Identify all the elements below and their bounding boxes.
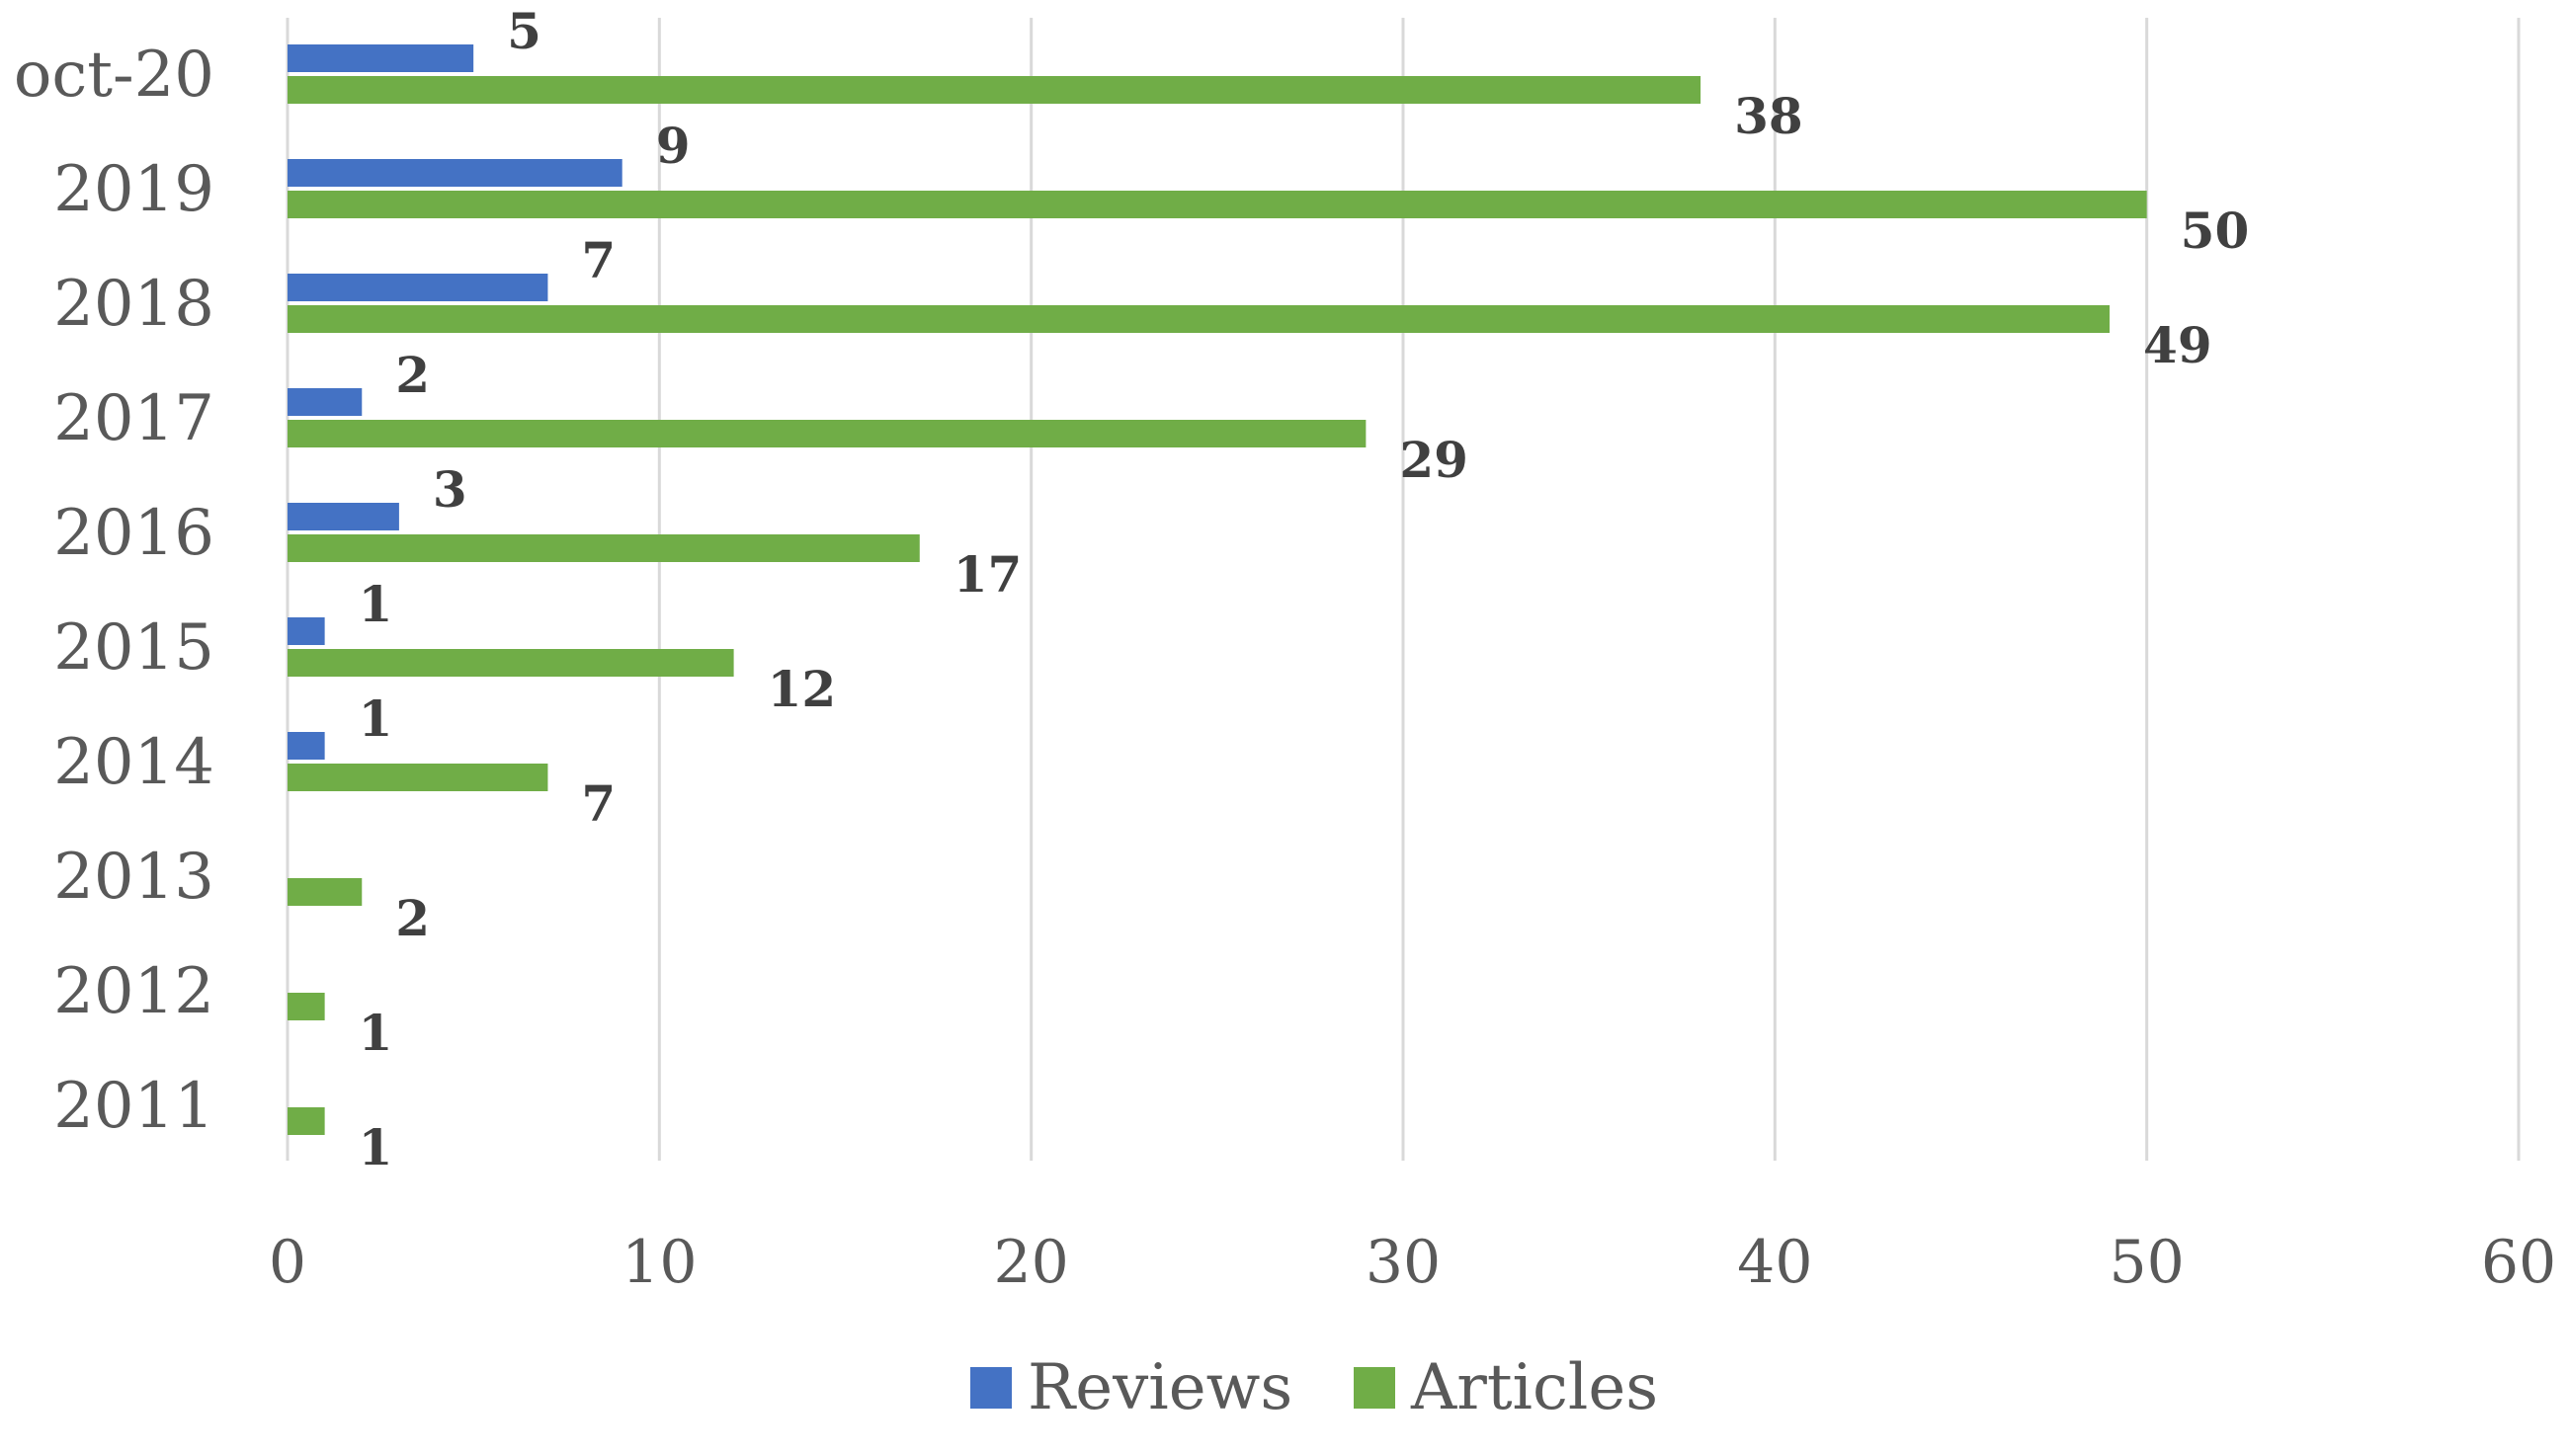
- bar-articles: [288, 1107, 325, 1135]
- bar-articles: [288, 649, 734, 677]
- category-label: 2015: [53, 611, 214, 685]
- x-tick-label: 20: [993, 1228, 1068, 1297]
- bar-reviews: [288, 44, 474, 72]
- legend: Reviews Articles: [970, 1351, 1658, 1424]
- grid-lines: [286, 18, 2521, 1161]
- data-label-reviews: 5: [507, 2, 541, 60]
- bar-articles: [288, 420, 1367, 447]
- x-tick-label: 10: [622, 1228, 697, 1297]
- bar-articles: [288, 993, 325, 1020]
- data-label-reviews: 7: [581, 231, 616, 289]
- data-label-articles: 38: [1734, 87, 1803, 145]
- data-label-articles: 49: [2143, 316, 2212, 374]
- data-label-reviews: 2: [395, 346, 430, 404]
- bar-articles: [288, 878, 363, 906]
- category-label: 2014: [53, 726, 214, 799]
- category-label: 2016: [53, 497, 214, 570]
- data-label-articles: 12: [768, 660, 837, 718]
- legend-label-articles: Articles: [1410, 1351, 1658, 1424]
- category-label: oct-20: [14, 39, 214, 112]
- data-label-articles: 29: [1399, 431, 1468, 489]
- bar-reviews: [288, 617, 325, 645]
- data-label-articles: 2: [395, 889, 430, 947]
- data-label-reviews: 1: [359, 575, 393, 633]
- x-tick-label: 30: [1366, 1228, 1441, 1297]
- x-tick-label: 50: [2109, 1228, 2184, 1297]
- bar-articles: [288, 764, 548, 791]
- bar-articles: [288, 191, 2147, 218]
- bar-reviews: [288, 732, 325, 760]
- category-label: 2017: [53, 382, 214, 455]
- legend-swatch-articles: [1354, 1367, 1395, 1409]
- category-label: 2011: [53, 1070, 214, 1143]
- bar-articles: [288, 76, 1701, 104]
- legend-swatch-reviews: [970, 1367, 1012, 1409]
- x-tick-label: 0: [269, 1228, 306, 1297]
- data-label-articles: 7: [581, 774, 616, 833]
- value-axis-labels: 0 10 20 30 40 50 60: [269, 1228, 2556, 1297]
- bar-reviews: [288, 388, 363, 416]
- data-label-articles: 17: [954, 545, 1023, 604]
- x-tick-label: 60: [2481, 1228, 2556, 1297]
- data-label-reviews: 9: [656, 117, 691, 175]
- category-label: 2019: [53, 153, 214, 226]
- bar-articles: [288, 534, 920, 562]
- category-axis-labels: oct-20 2019 2018 2017 2016 2015 2014 2013 2012 20…: [14, 39, 214, 1143]
- bar-reviews: [288, 159, 622, 187]
- data-label-articles: 1: [359, 1118, 393, 1176]
- legend-label-reviews: Reviews: [1028, 1351, 1292, 1424]
- bar-reviews: [288, 503, 399, 530]
- data-label-articles: 1: [359, 1004, 393, 1062]
- bar-reviews: [288, 274, 548, 301]
- category-label: 2013: [53, 841, 214, 914]
- category-label: 2012: [53, 955, 214, 1028]
- x-tick-label: 40: [1737, 1228, 1812, 1297]
- category-label: 2018: [53, 268, 214, 341]
- bars: [288, 44, 2147, 1135]
- data-label-reviews: 1: [359, 689, 393, 748]
- bar-articles: [288, 305, 2111, 333]
- data-label-reviews: 3: [433, 460, 467, 519]
- data-label-articles: 50: [2181, 202, 2250, 260]
